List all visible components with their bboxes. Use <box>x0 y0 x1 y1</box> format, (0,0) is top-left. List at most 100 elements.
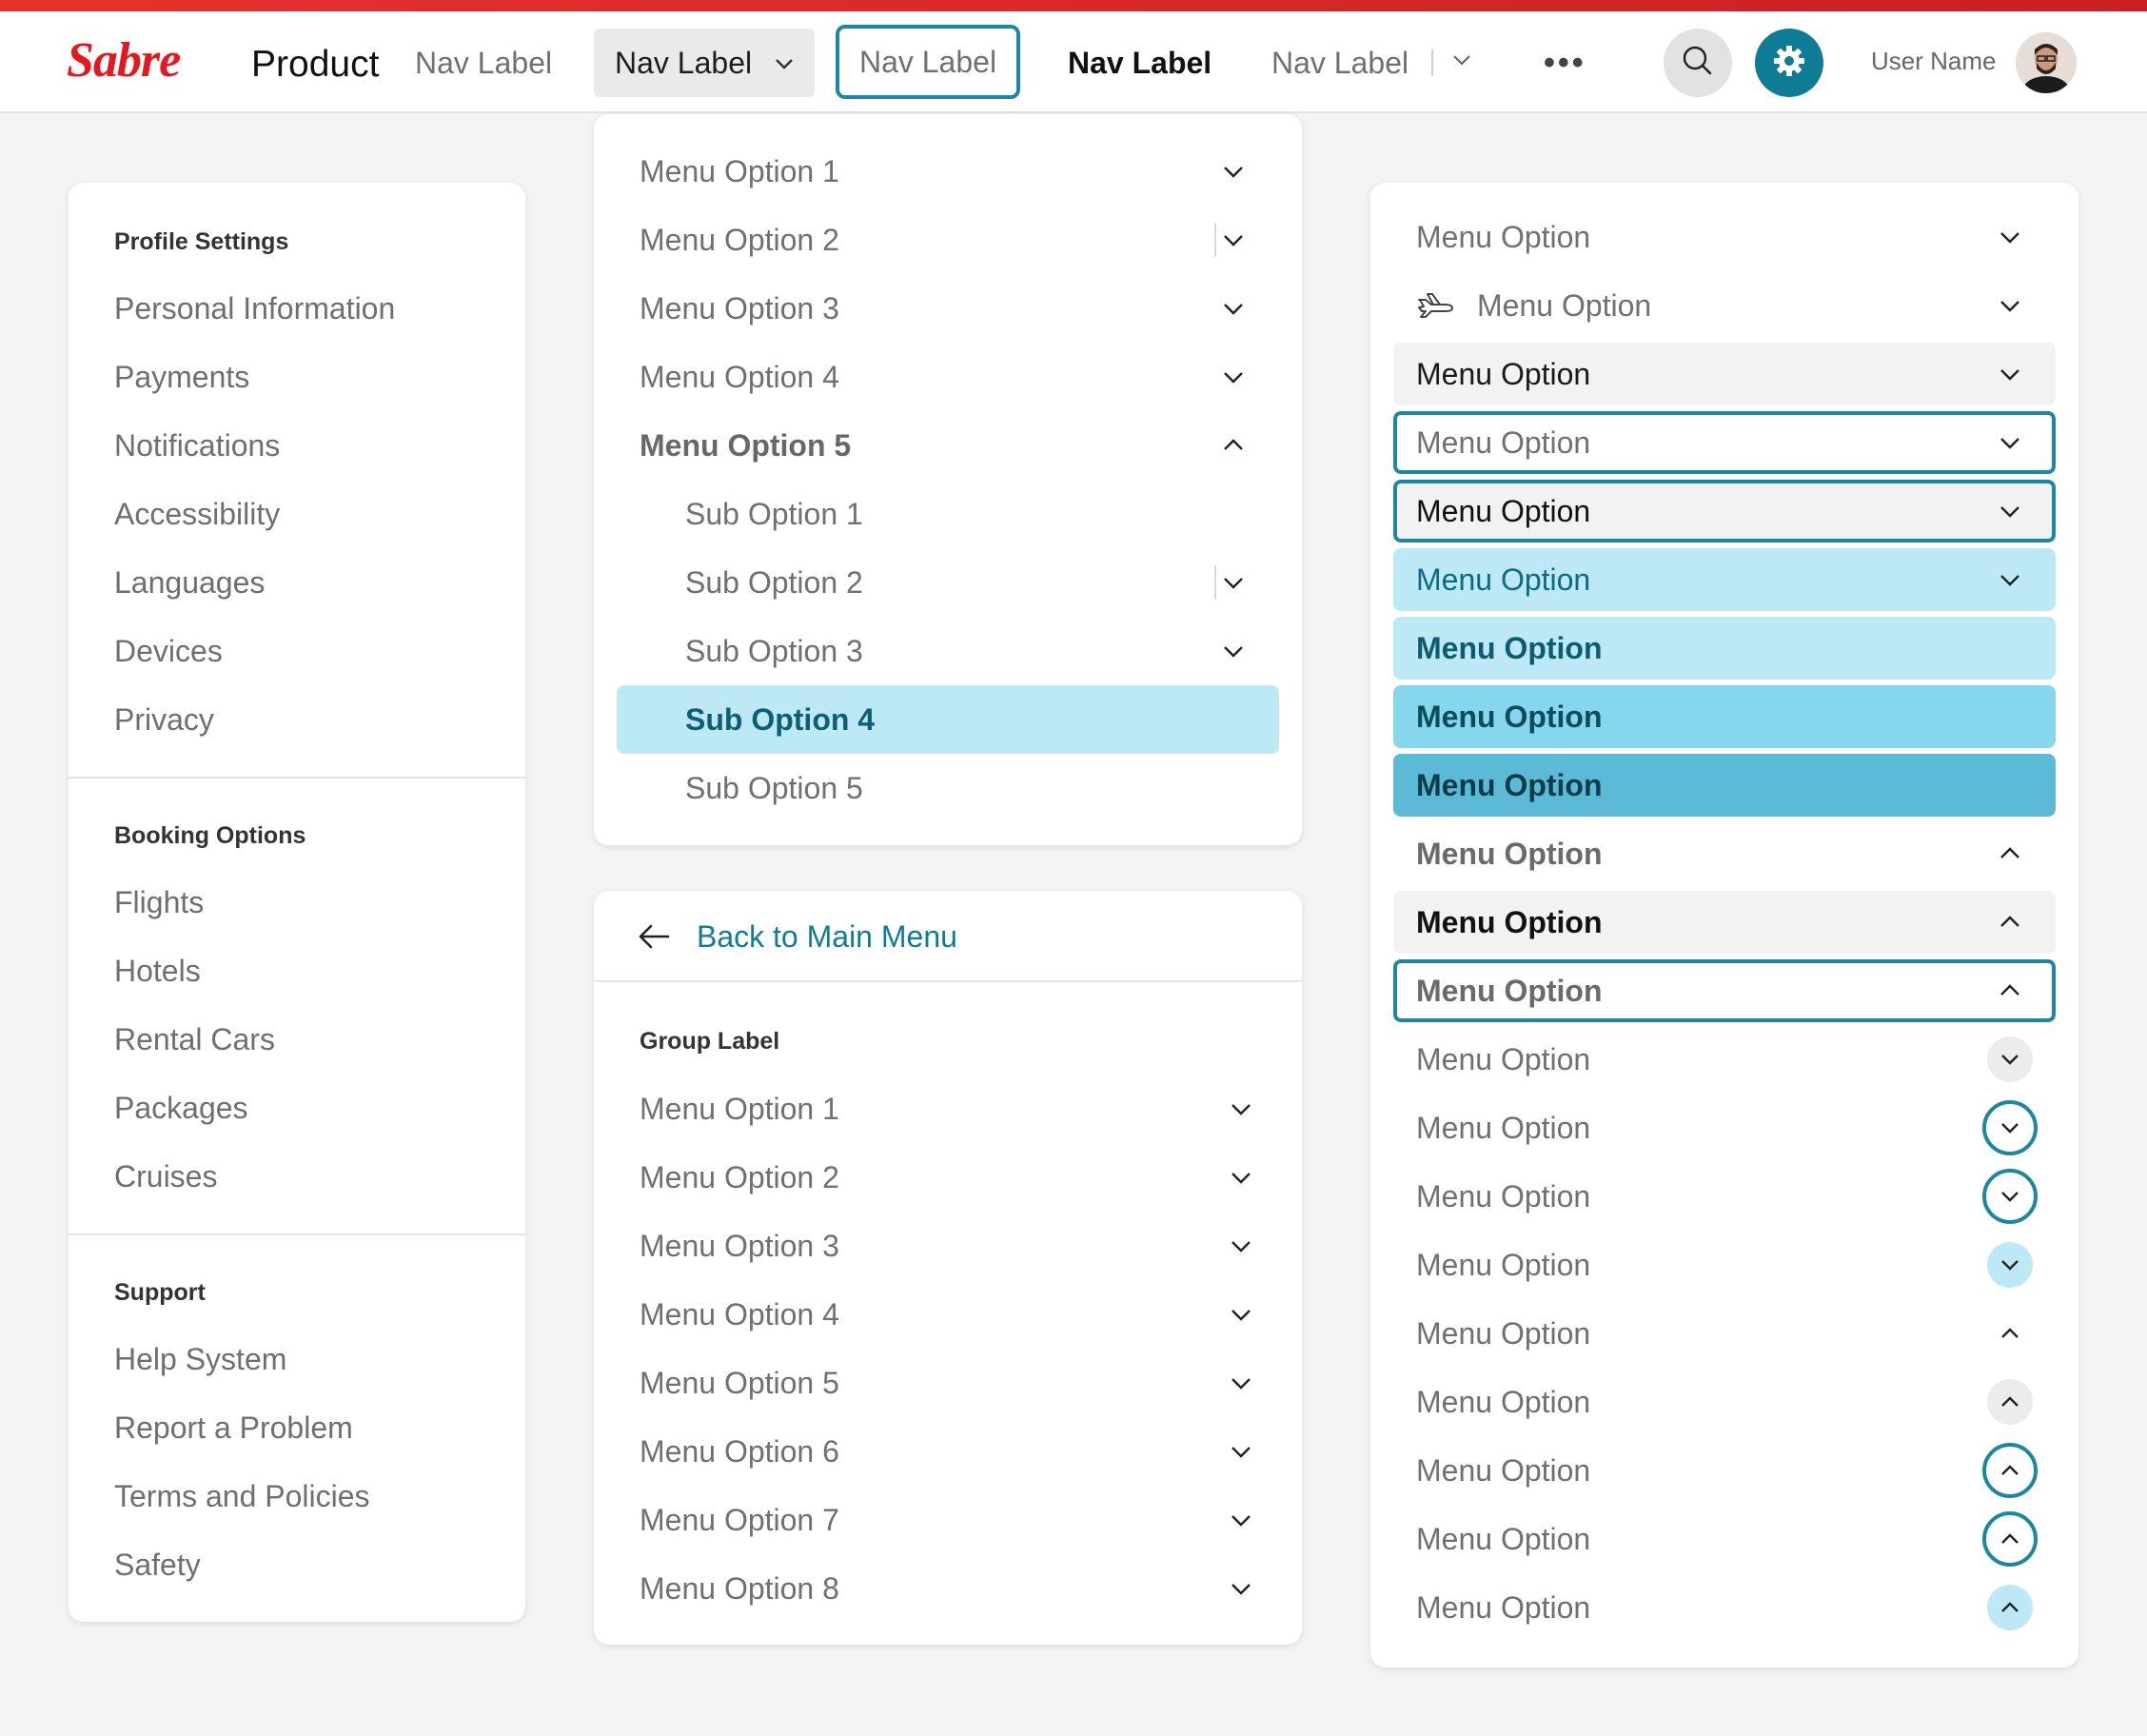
sidebar-item-safety[interactable]: Safety <box>114 1548 201 1582</box>
chevron-down-icon[interactable] <box>1987 1242 2033 1288</box>
nav-item-3-focused[interactable]: Nav Label <box>836 25 1020 99</box>
menu-option-toggle-up-focus-alt[interactable]: Menu Option <box>1393 1508 2056 1570</box>
menu-option-default[interactable]: Menu Option <box>1393 206 2056 268</box>
chevron-up-icon[interactable] <box>1987 1585 2033 1630</box>
chevron-down-icon[interactable] <box>1982 1169 2038 1224</box>
submenu-option-7[interactable]: Menu Option 7 <box>617 1489 1279 1551</box>
submenu-option-5[interactable]: Menu Option 5 <box>617 1351 1279 1414</box>
chevron-down-icon <box>1987 488 2033 534</box>
chevron-down-icon <box>1211 286 1256 331</box>
user-name[interactable]: User Name <box>1871 47 1997 75</box>
chevron-down-icon <box>1218 1292 1264 1337</box>
menu-option-focus-hover[interactable]: Menu Option <box>1393 480 2056 542</box>
chevron-up-icon[interactable] <box>1982 1443 2038 1498</box>
chevron-down-icon[interactable] <box>1982 1100 2038 1155</box>
sub-option-1[interactable]: Sub Option 1 <box>617 483 1279 545</box>
submenu-option-6[interactable]: Menu Option 6 <box>617 1420 1279 1483</box>
chevron-down-icon <box>1987 214 2033 260</box>
menu-option-label: Menu Option 5 <box>640 1366 839 1400</box>
sidebar-item-accessibility[interactable]: Accessibility <box>114 497 281 531</box>
split-divider <box>1431 49 1434 76</box>
sidebar-item-help-system[interactable]: Help System <box>114 1342 287 1376</box>
submenu-option-1[interactable]: Menu Option 1 <box>617 1077 1279 1140</box>
menu-option-selected-pressed[interactable]: Menu Option <box>1393 754 2056 817</box>
avatar[interactable] <box>2016 32 2077 93</box>
chevron-up-icon[interactable] <box>1982 1511 2038 1567</box>
more-menu-button[interactable]: ••• <box>1544 44 1586 81</box>
settings-button[interactable] <box>1755 29 1823 97</box>
sidebar-item-privacy[interactable]: Privacy <box>114 702 214 737</box>
sidebar-item-report-a-problem[interactable]: Report a Problem <box>114 1410 353 1445</box>
chevron-down-icon <box>1218 1154 1264 1200</box>
menu-option-label: Menu Option 3 <box>640 1229 839 1263</box>
sub-option-2[interactable]: Sub Option 2 <box>617 551 1279 614</box>
submenu-option-4[interactable]: Menu Option 4 <box>617 1283 1279 1346</box>
menu-option-toggle-up-focus[interactable]: Menu Option <box>1393 1439 2056 1502</box>
nav-item-2-dropdown-open[interactable]: Nav Label <box>594 29 815 97</box>
nav-item-5-split[interactable]: Nav Label <box>1271 29 1475 97</box>
sub-option-4-selected[interactable]: Sub Option 4 <box>617 685 1279 754</box>
menu-option-toggle-up-hover[interactable]: Menu Option <box>1393 1371 2056 1433</box>
menu-option-toggle-pressed[interactable]: Menu Option <box>1393 1233 2056 1296</box>
menu-option-hover[interactable]: Menu Option <box>1393 343 2056 405</box>
menu-option-pressed[interactable]: Menu Option <box>1393 548 2056 611</box>
sub-option-5[interactable]: Sub Option 5 <box>617 757 1279 819</box>
chevron-down-icon[interactable] <box>1448 46 1475 81</box>
menu-option-selected[interactable]: Menu Option <box>1393 617 2056 680</box>
sidebar-item-hotels[interactable]: Hotels <box>114 954 201 988</box>
nav-item-label: Nav Label <box>1271 45 1409 80</box>
chevron-down-icon[interactable] <box>1211 217 1256 263</box>
submenu-option-8[interactable]: Menu Option 8 <box>617 1557 1279 1620</box>
back-to-main-menu[interactable]: Back to Main Menu <box>594 891 1302 982</box>
chevron-down-icon <box>1218 1566 1264 1611</box>
chevron-up-icon[interactable] <box>1987 1379 2033 1425</box>
sidebar-item-rental-cars[interactable]: Rental Cars <box>114 1022 275 1056</box>
menu-option-label: Menu Option <box>1416 562 1591 597</box>
sidebar-item-notifications[interactable]: Notifications <box>114 428 281 463</box>
submenu-option-3[interactable]: Menu Option 3 <box>617 1214 1279 1277</box>
menu-option-label: Menu Option 1 <box>640 1092 839 1126</box>
sabre-logo[interactable]: Sabre <box>67 33 181 88</box>
menu-option-toggle-hover[interactable]: Menu Option <box>1393 1028 2056 1091</box>
chevron-up-icon <box>1987 899 2033 945</box>
menu-option-5-expanded[interactable]: Menu Option 5 <box>617 414 1279 477</box>
submenu-option-2[interactable]: Menu Option 2 <box>617 1146 1279 1209</box>
menu-option-selected-hover[interactable]: Menu Option <box>1393 685 2056 748</box>
menu-option-toggle-focus-alt[interactable]: Menu Option <box>1393 1165 2056 1228</box>
chevron-up-icon[interactable] <box>1987 1311 2033 1356</box>
menu-option-label: Menu Option <box>1416 905 1603 939</box>
chevron-down-icon <box>1211 628 1256 674</box>
search-button[interactable] <box>1664 29 1732 97</box>
nav-item-label: Nav Label <box>415 45 553 80</box>
sidebar-item-languages[interactable]: Languages <box>114 565 266 600</box>
nav-item-4-active[interactable]: Nav Label <box>1068 29 1211 97</box>
menu-option-expanded[interactable]: Menu Option <box>1393 822 2056 885</box>
menu-option-3[interactable]: Menu Option 3 <box>617 277 1279 340</box>
menu-option-2[interactable]: Menu Option 2 <box>617 208 1279 271</box>
sidebar-item-flights[interactable]: Flights <box>114 885 205 919</box>
sub-option-3[interactable]: Sub Option 3 <box>617 620 1279 682</box>
sidebar-item-cruises[interactable]: Cruises <box>114 1159 218 1194</box>
sidebar-item-payments[interactable]: Payments <box>114 360 250 394</box>
menu-option-toggle-focus[interactable]: Menu Option <box>1393 1096 2056 1159</box>
sidebar-item-terms-and-policies[interactable]: Terms and Policies <box>114 1479 370 1513</box>
chevron-down-icon[interactable] <box>1987 1036 2033 1082</box>
group-title: Support <box>114 1279 206 1306</box>
menu-option-label: Menu Option <box>1416 494 1591 528</box>
menu-option-with-icon[interactable]: Menu Option <box>1393 274 2056 337</box>
back-link-label: Back to Main Menu <box>697 919 957 954</box>
chevron-down-icon[interactable] <box>1211 560 1256 605</box>
menu-option-4[interactable]: Menu Option 4 <box>617 345 1279 408</box>
menu-option-focus[interactable]: Menu Option <box>1393 411 2056 474</box>
sidebar-item-personal-information[interactable]: Personal Information <box>114 291 396 326</box>
chevron-up-icon <box>1987 831 2033 877</box>
nav-item-1[interactable]: Nav Label <box>415 29 552 97</box>
menu-option-1[interactable]: Menu Option 1 <box>617 140 1279 203</box>
menu-option-expanded-hover[interactable]: Menu Option <box>1393 891 2056 954</box>
sidebar-item-packages[interactable]: Packages <box>114 1091 248 1125</box>
menu-option-toggle-up[interactable]: Menu Option <box>1393 1302 2056 1365</box>
menu-option-toggle-up-pressed[interactable]: Menu Option <box>1393 1576 2056 1639</box>
menu-option-label: Menu Option <box>1416 1316 1591 1351</box>
sidebar-item-devices[interactable]: Devices <box>114 634 223 668</box>
menu-option-expanded-focus[interactable]: Menu Option <box>1393 959 2056 1022</box>
